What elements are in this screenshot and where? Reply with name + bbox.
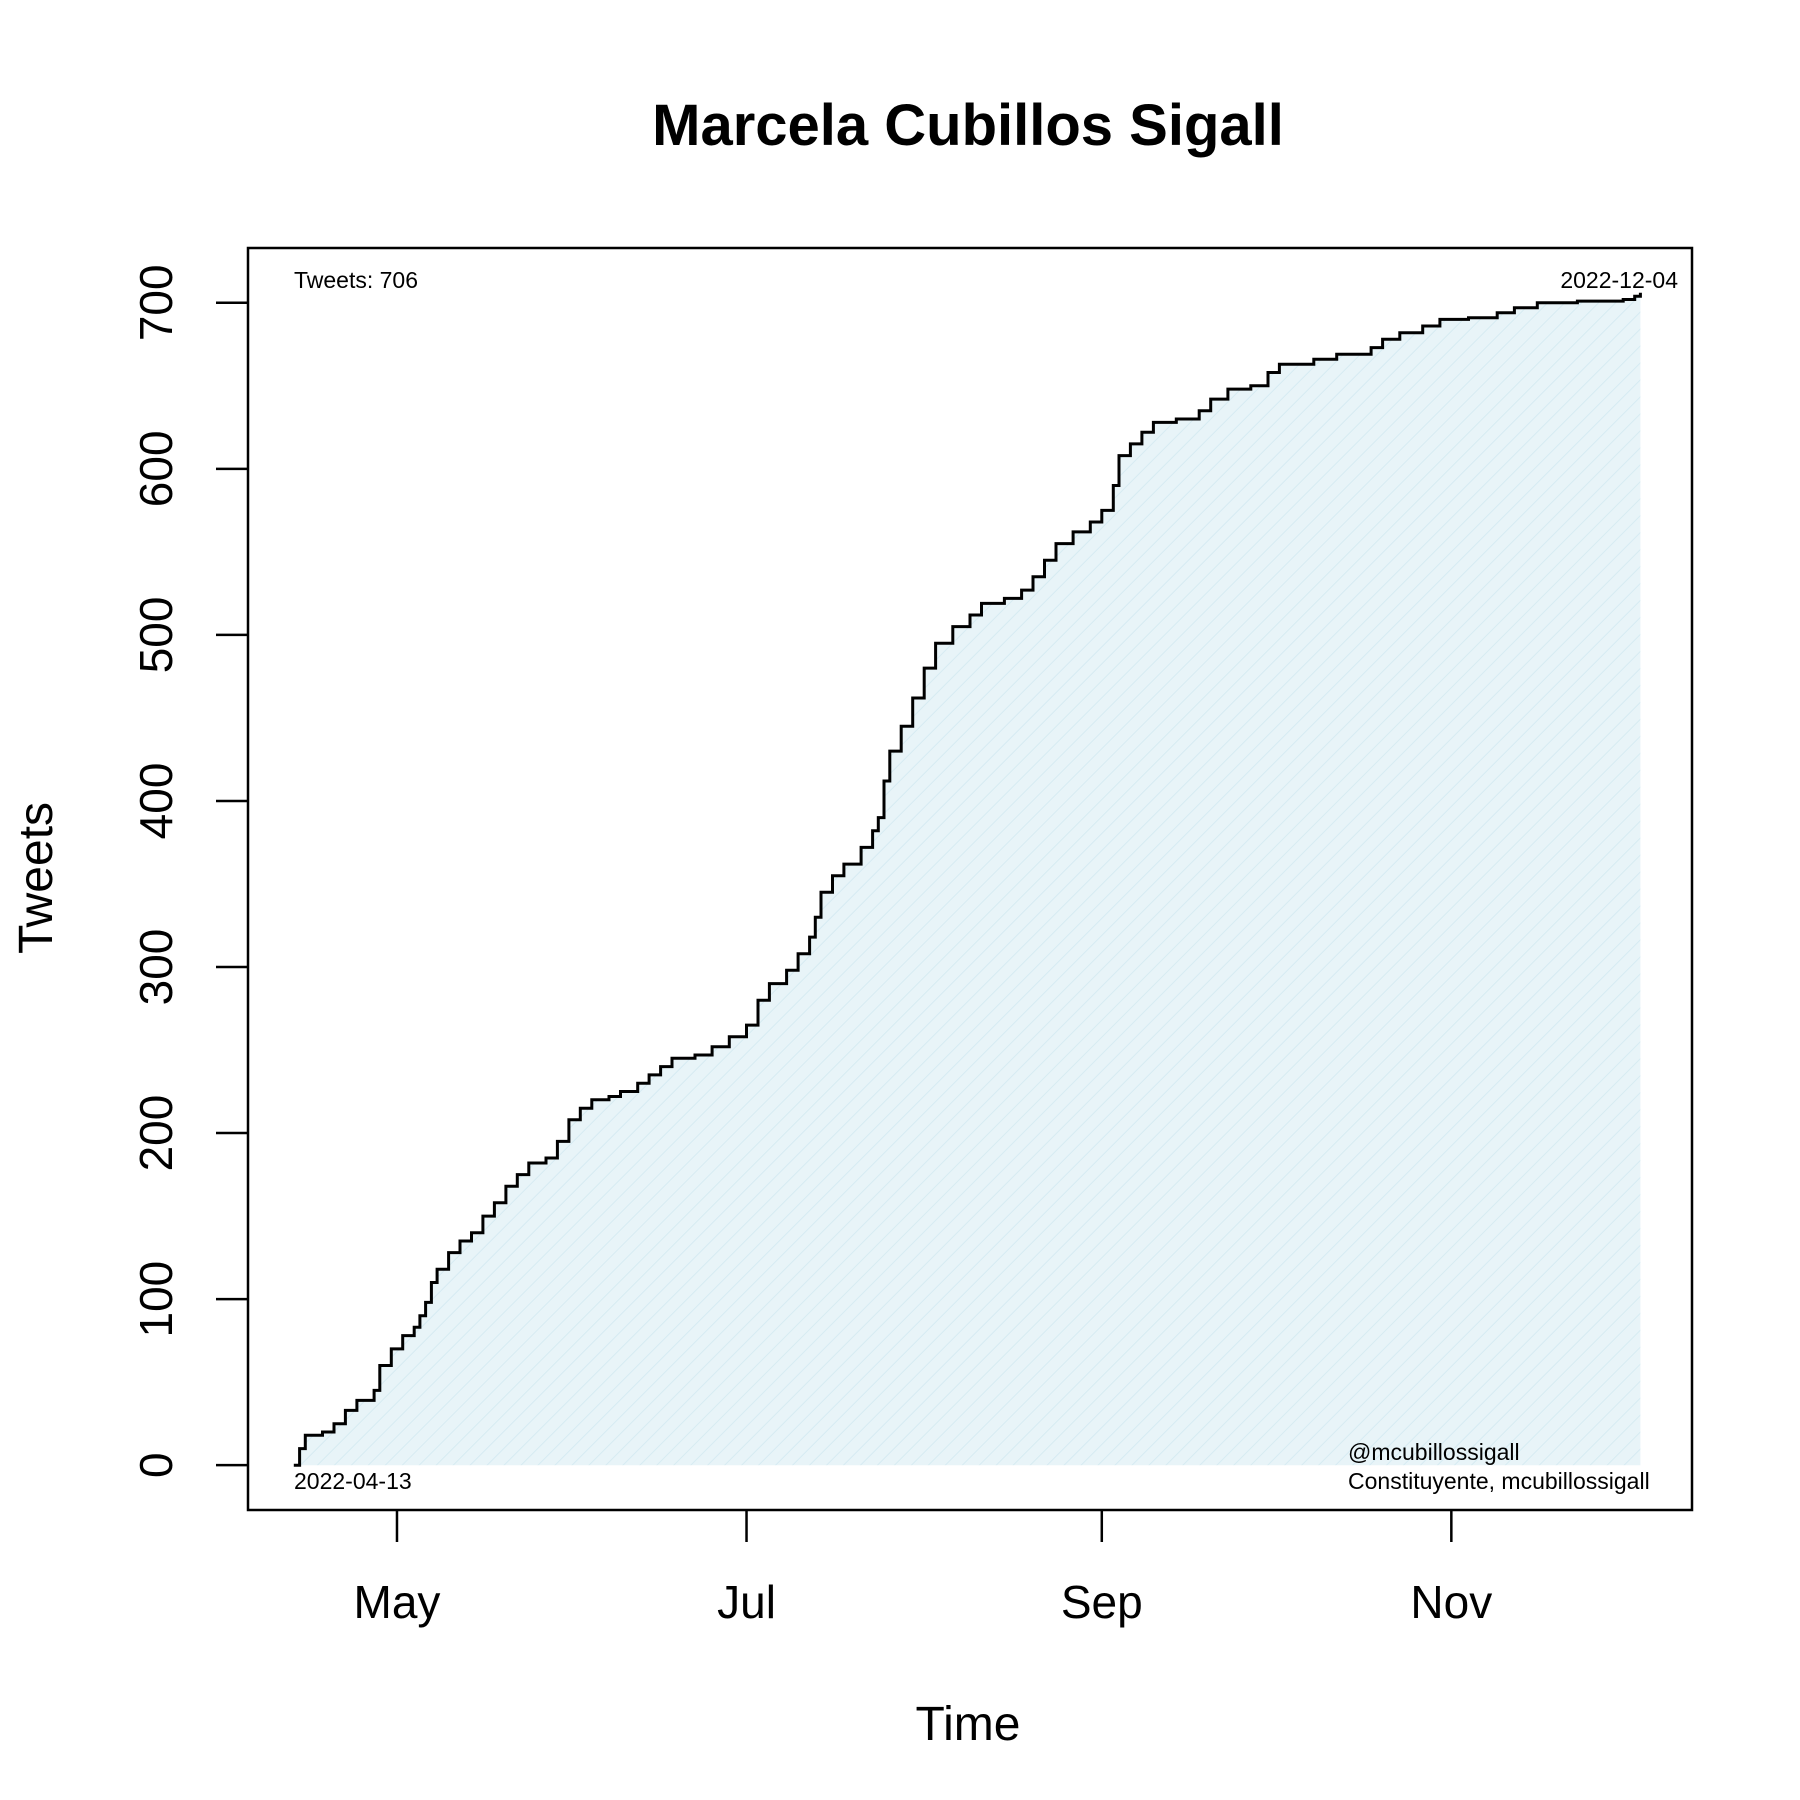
cumulative-tweets-line xyxy=(293,292,1642,1467)
start-date-annotation: 2022-04-13 xyxy=(294,1468,412,1494)
handle-annotation: @mcubillossigall xyxy=(1348,1439,1520,1465)
x-axis-label: Time xyxy=(916,1698,1021,1751)
cumulative-area xyxy=(293,292,1641,1466)
y-axis-label: Tweets xyxy=(10,802,63,954)
x-tick-label: Jul xyxy=(717,1576,776,1628)
description-annotation: Constituyente, mcubillossigall xyxy=(1348,1468,1650,1494)
end-date-annotation: 2022-12-04 xyxy=(1560,267,1678,293)
y-tick-label: 400 xyxy=(130,763,182,840)
y-tick-label: 500 xyxy=(130,597,182,674)
x-tick-label: May xyxy=(354,1576,441,1628)
y-tick-label: 300 xyxy=(130,929,182,1006)
plot-area xyxy=(293,292,1642,1467)
y-tick-label: 100 xyxy=(130,1261,182,1338)
chart-title: Marcela Cubillos Sigall xyxy=(652,93,1284,158)
y-tick-label: 700 xyxy=(130,264,182,341)
x-tick-label: Nov xyxy=(1410,1576,1492,1628)
plot-frame xyxy=(246,246,1694,1512)
y-tick-label: 0 xyxy=(130,1452,182,1478)
tweet-count-annotation: Tweets: 706 xyxy=(294,267,418,293)
y-axis: 0 100 200 300 400 500 600 700 xyxy=(130,264,248,1478)
y-tick-label: 600 xyxy=(130,430,182,507)
y-tick-label: 200 xyxy=(130,1095,182,1172)
x-axis: May Jul Sep Nov xyxy=(354,1510,1492,1628)
x-tick-label: Sep xyxy=(1061,1576,1143,1628)
